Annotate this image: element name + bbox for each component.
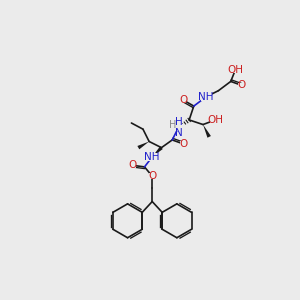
Text: O: O (148, 171, 156, 181)
Polygon shape (152, 146, 163, 157)
FancyBboxPatch shape (130, 163, 136, 168)
Text: O: O (237, 80, 246, 90)
Text: H
N: H N (175, 117, 182, 138)
Text: NH: NH (198, 92, 214, 102)
Text: OH: OH (227, 65, 243, 75)
FancyBboxPatch shape (201, 93, 212, 101)
Polygon shape (137, 142, 149, 149)
Text: OH: OH (207, 115, 223, 125)
FancyBboxPatch shape (179, 141, 187, 146)
FancyBboxPatch shape (210, 117, 221, 123)
Text: O: O (179, 139, 187, 149)
FancyBboxPatch shape (238, 82, 245, 88)
Polygon shape (203, 124, 211, 138)
Text: H: H (169, 120, 176, 130)
FancyBboxPatch shape (149, 173, 156, 179)
FancyBboxPatch shape (147, 153, 158, 161)
Text: NH: NH (145, 152, 160, 162)
FancyBboxPatch shape (173, 124, 184, 131)
FancyBboxPatch shape (179, 97, 187, 103)
Text: O: O (179, 95, 187, 105)
FancyBboxPatch shape (230, 67, 241, 73)
Text: O: O (129, 160, 137, 170)
